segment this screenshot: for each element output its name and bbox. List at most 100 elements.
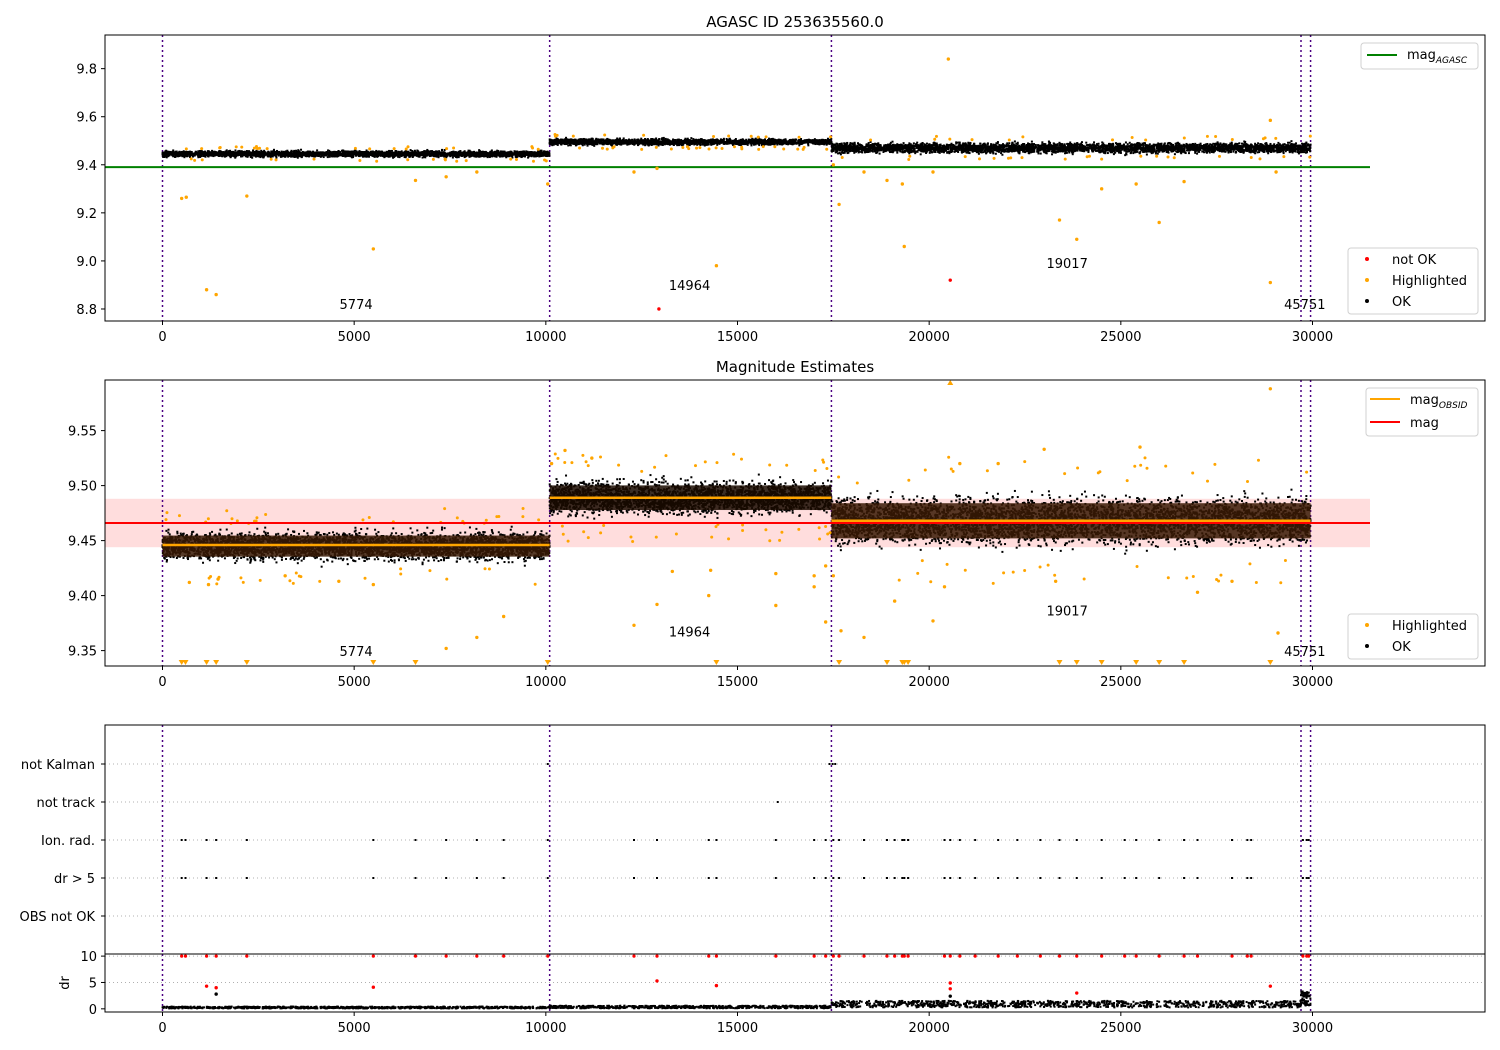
p1-ok-point <box>459 150 462 153</box>
p1-ok-point <box>343 150 346 153</box>
p1-ok-point <box>510 154 513 157</box>
p1-ok-point <box>602 138 605 141</box>
p1-ok-point <box>273 151 276 154</box>
p1-ok-point <box>350 156 353 159</box>
p1-ok-point <box>280 150 283 153</box>
p1-ok-point <box>542 153 545 156</box>
p1-ok-point <box>169 153 172 156</box>
p1-ok-point <box>396 154 399 157</box>
p1-ok-point <box>225 155 228 158</box>
p1-ok-point <box>319 155 322 158</box>
p1-ok-point <box>234 156 237 159</box>
p1-ok-point <box>800 142 803 145</box>
p1-ok-point <box>390 153 393 156</box>
p1-ok-point <box>544 153 547 156</box>
p1-ok-point <box>474 154 477 157</box>
p1-ok-point <box>295 149 298 152</box>
p1-ok-point <box>798 144 801 147</box>
p1-ok-point <box>746 143 749 146</box>
p1-ok-point <box>327 153 330 156</box>
p1-ok-point <box>172 149 175 152</box>
p1-ok-point <box>434 150 437 153</box>
p1-ok-point <box>501 150 504 153</box>
p1-ok-point <box>542 150 545 153</box>
p1-ok-point <box>323 153 326 156</box>
p1-ok-point <box>406 150 409 153</box>
p1-ok-point <box>444 154 447 157</box>
p1-ok-point <box>357 154 360 157</box>
p1-ok-point <box>465 153 468 156</box>
p1-ok-point <box>404 150 407 153</box>
p1-ok-point <box>513 150 516 153</box>
p1-ok-point <box>183 156 186 159</box>
p1-ok-point <box>335 150 338 153</box>
p1-ok-point <box>457 156 460 159</box>
p1-ok-point <box>241 151 244 154</box>
p1-ok-point <box>379 151 382 154</box>
p1-ok-point <box>369 151 372 154</box>
p1-ok-point <box>199 149 202 152</box>
p1-ok-point <box>441 148 444 151</box>
p1-ok-point <box>341 152 344 155</box>
p1-ok-point <box>245 151 248 154</box>
p1-ok-point <box>223 155 226 158</box>
p1-ok-point <box>351 153 354 156</box>
p1-ok-point <box>424 154 427 157</box>
p1-ok-point <box>453 152 456 155</box>
p1-ok-point <box>463 150 466 153</box>
p1-ok-point <box>458 152 461 155</box>
p1-ok-point <box>272 149 275 152</box>
p1-ok-point <box>272 148 275 151</box>
p1-ok-point <box>289 153 292 156</box>
p1-ok-point <box>209 154 212 157</box>
p1-ok-point <box>184 152 187 155</box>
p1-ok-point <box>234 149 237 152</box>
p1-ok-point <box>359 153 362 156</box>
p1-ok-point <box>166 153 169 156</box>
p1-ok-point <box>390 152 393 155</box>
p1-ok-point <box>304 151 307 154</box>
p1-ok-point <box>188 155 191 158</box>
p1-ok-point <box>515 150 518 153</box>
p1-ok-point <box>517 151 520 154</box>
p1-ok-point <box>253 154 256 157</box>
p1-ok-point <box>538 150 541 153</box>
p1-ok-point <box>323 151 326 154</box>
p1-ok-point <box>768 137 771 140</box>
p1-ok-point <box>800 138 803 141</box>
p1-ok-point <box>744 143 747 146</box>
p1-ok-point <box>397 155 400 158</box>
p1-ok-point <box>313 153 316 156</box>
p1-ok-point <box>449 155 452 158</box>
p1-ok-point <box>383 155 386 158</box>
p1-ok-point <box>412 152 415 155</box>
p1-ok-point <box>527 152 530 155</box>
p1-ok-point <box>543 151 546 154</box>
p1-ok-point <box>510 150 513 153</box>
p1-ok-point <box>424 156 427 159</box>
p1-ok-point <box>264 151 267 154</box>
p1-ok-point <box>722 142 725 145</box>
p1-ok-point <box>223 153 226 156</box>
p1-ok-point <box>310 151 313 154</box>
p1-ok-point <box>286 152 289 155</box>
p1-ok-point <box>750 144 753 147</box>
p1-ok-point <box>386 152 389 155</box>
p1-ok-point <box>277 154 280 157</box>
p1-ok-point <box>366 153 369 156</box>
panel-agasc-title: AGASC ID 253635560.0 <box>706 13 884 31</box>
p1-ok-point <box>230 150 233 153</box>
p1-ok-point <box>215 151 218 154</box>
p1-ok-point <box>484 155 487 158</box>
p1-ok-point <box>506 154 509 157</box>
p1-ok-point <box>372 155 375 158</box>
p1-ok-point <box>411 150 414 153</box>
panel-agasc: AGASC ID 253635560.0 5774149641901745751… <box>76 13 1486 345</box>
p1-ok-point <box>229 155 232 158</box>
p1-ok-point <box>451 156 454 159</box>
p1-ok-point <box>662 136 665 139</box>
p1-ok-point <box>294 155 297 158</box>
p1-ok-point <box>796 141 799 144</box>
p1-ok-point <box>318 153 321 156</box>
p1-ok-point <box>426 151 429 154</box>
